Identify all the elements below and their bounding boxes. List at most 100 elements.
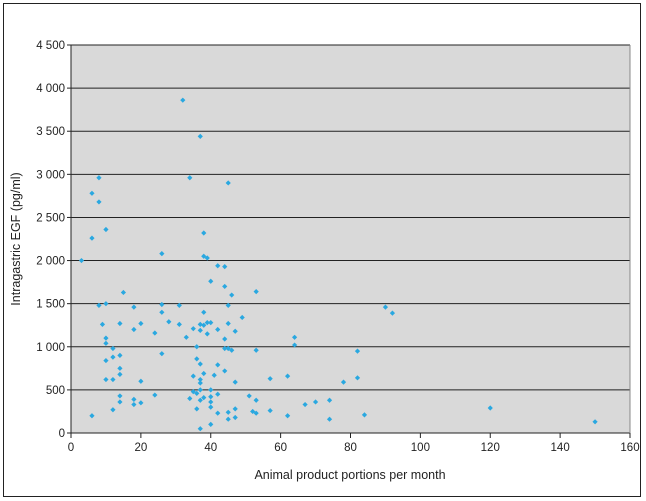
data-point	[190, 326, 196, 332]
data-point	[103, 301, 109, 307]
data-point	[215, 391, 221, 397]
data-point	[267, 407, 273, 414]
data-point	[180, 97, 186, 103]
data-point	[208, 404, 214, 410]
data-point	[225, 345, 231, 352]
data-point	[138, 400, 144, 406]
data-point	[159, 301, 165, 308]
data-point	[204, 255, 210, 261]
data-point	[253, 410, 259, 416]
y-tick-label: 1 500	[36, 299, 65, 311]
data-point	[117, 399, 123, 405]
data-point	[89, 190, 95, 196]
data-point	[201, 253, 207, 259]
data-point	[194, 356, 200, 362]
data-point	[215, 362, 221, 368]
data-point	[326, 416, 333, 422]
data-point	[285, 373, 291, 379]
scatter-chart: 0 500 1 000 1 500 2 000 2 500 3 000 3 500 4 000 4…	[9, 40, 640, 482]
data-point	[110, 354, 116, 360]
y-tick-label: 4 500	[36, 40, 65, 52]
data-point	[208, 387, 214, 393]
data-point	[232, 379, 238, 385]
data-point	[253, 288, 259, 295]
data-point	[197, 397, 203, 403]
data-point	[225, 302, 231, 308]
data-point	[267, 376, 273, 382]
data-point	[204, 331, 210, 337]
x-tick-label: 160	[620, 442, 639, 454]
data-point	[89, 235, 95, 241]
data-point	[201, 309, 207, 315]
data-point	[326, 397, 333, 403]
x-tick-label: 120	[481, 442, 500, 454]
x-tick-label: 40	[204, 442, 217, 454]
data-point	[201, 230, 207, 236]
data-point	[232, 406, 238, 412]
data-points	[78, 97, 598, 432]
y-tick-label: 1 000	[36, 342, 65, 354]
data-point	[103, 340, 109, 346]
data-point	[103, 376, 109, 383]
data-point	[96, 302, 102, 308]
data-point	[183, 334, 189, 340]
data-point	[197, 380, 203, 386]
data-point	[96, 199, 102, 205]
data-point	[166, 319, 172, 325]
data-point	[117, 320, 123, 327]
y-tick-label: 500	[46, 385, 65, 397]
data-point	[117, 365, 123, 371]
data-point	[197, 361, 203, 367]
y-tick-label: 4 000	[36, 83, 65, 95]
data-point	[197, 387, 203, 393]
data-point	[152, 392, 158, 398]
data-point	[131, 326, 137, 333]
data-point	[354, 348, 361, 354]
data-point	[382, 304, 389, 310]
data-point	[229, 292, 235, 298]
data-point	[592, 419, 598, 425]
y-tick-label: 0	[59, 428, 65, 440]
data-point	[89, 413, 95, 419]
data-point	[176, 302, 182, 308]
data-point	[194, 390, 200, 396]
data-point	[138, 320, 144, 327]
data-point	[110, 345, 116, 352]
data-point	[103, 357, 109, 364]
data-point	[208, 421, 214, 427]
data-point	[131, 304, 137, 310]
data-point	[201, 322, 207, 328]
y-tick-label: 2 000	[36, 256, 65, 268]
data-point	[117, 371, 123, 377]
data-point	[487, 405, 493, 411]
y-tick-label: 3 500	[36, 126, 65, 138]
plot-area	[71, 45, 630, 433]
y-axis-title: Intragastric EGF (pg/ml)	[9, 172, 23, 305]
data-point	[225, 320, 231, 327]
x-tick-label: 100	[411, 442, 430, 454]
data-point	[110, 376, 116, 383]
data-point	[225, 416, 231, 422]
data-point	[229, 347, 235, 353]
data-point	[197, 327, 203, 333]
data-point	[187, 395, 193, 402]
data-point	[292, 342, 298, 348]
data-point	[187, 175, 193, 181]
data-point	[222, 368, 228, 374]
data-point	[194, 406, 200, 412]
data-point	[215, 263, 221, 269]
data-point	[222, 263, 228, 270]
data-point	[194, 344, 200, 350]
data-point	[354, 375, 361, 381]
x-tick-label: 20	[134, 442, 147, 454]
data-point	[361, 412, 368, 418]
data-point	[201, 395, 207, 401]
data-point	[225, 409, 231, 415]
data-point	[131, 401, 137, 408]
data-point	[215, 410, 221, 416]
data-point	[131, 396, 137, 402]
data-point	[292, 334, 298, 340]
gridlines	[71, 44, 630, 434]
x-axis-title: Animal product portions per month	[254, 468, 445, 482]
data-point	[103, 335, 109, 341]
